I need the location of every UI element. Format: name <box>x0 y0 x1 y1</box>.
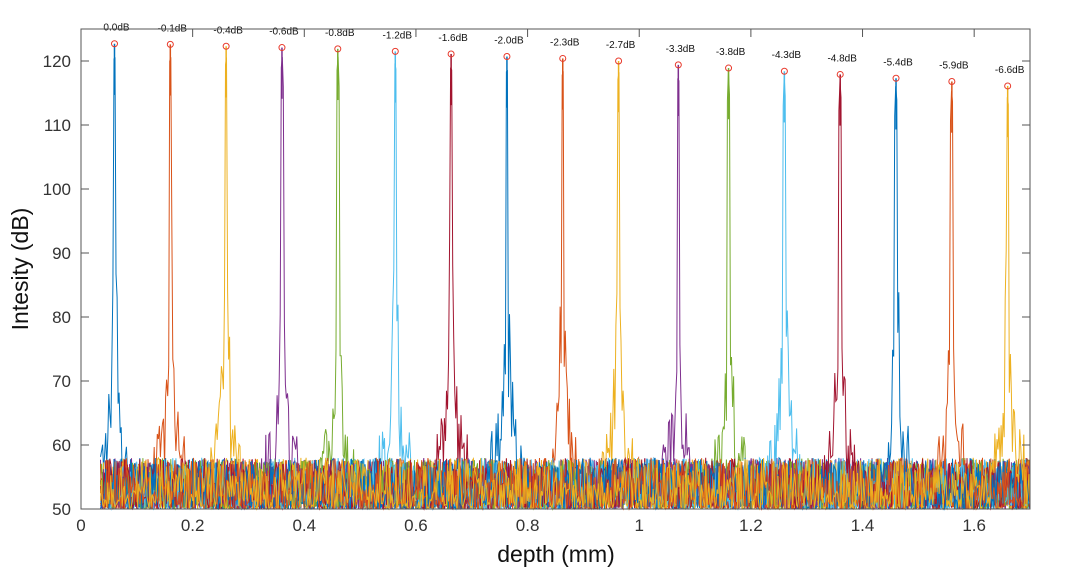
peak-marker <box>447 50 455 58</box>
peak-label: -3.8dB <box>716 47 746 58</box>
peak-label: -5.4dB <box>883 57 913 68</box>
x-tick-label: 0.6 <box>404 516 428 535</box>
y-tick-label: 70 <box>52 372 71 391</box>
peak-marker <box>391 47 399 55</box>
y-axis-label: Intesity (dB) <box>7 208 33 331</box>
x-tick-label: 1 <box>635 516 644 535</box>
y-axis: 50 60 70 80 90 100 110 120 <box>43 52 1030 519</box>
x-axis: 0 0.2 0.4 0.6 0.8 1 1.2 1.4 1.6 <box>76 29 986 535</box>
peak-marker <box>836 70 844 78</box>
series-trace <box>100 97 1031 511</box>
y-tick-label: 110 <box>44 116 71 135</box>
peak-label: -3.3dB <box>666 44 696 55</box>
peak-marker <box>615 57 623 65</box>
peak-marker <box>334 45 342 53</box>
y-tick-label: 120 <box>43 52 71 71</box>
peak-label: -2.7dB <box>606 40 636 51</box>
x-tick-label: 0.2 <box>181 516 205 535</box>
peak-label: -2.0dB <box>494 36 524 47</box>
peak-label: -1.6dB <box>438 33 468 44</box>
peak-label: -0.8dB <box>325 28 355 39</box>
peak-label: -0.6dB <box>269 27 299 38</box>
x-axis-label: depth (mm) <box>497 541 615 567</box>
peak-label: -4.3dB <box>772 50 802 61</box>
x-tick-label: 1.4 <box>851 516 875 535</box>
peak-marker <box>892 74 900 82</box>
peak-marker <box>948 77 956 85</box>
peak-marker <box>674 61 682 69</box>
peak-label: -2.3dB <box>550 37 580 48</box>
peak-label: 0.0dB <box>103 23 129 34</box>
y-tick-label: 100 <box>43 180 71 199</box>
peak-markers <box>110 40 1012 90</box>
peak-marker <box>166 40 174 48</box>
plot-frame <box>80 28 1031 510</box>
peak-marker <box>110 40 118 48</box>
peak-label: -5.9dB <box>939 60 969 71</box>
peak-marker <box>278 44 286 52</box>
x-tick-label: 0.8 <box>516 516 540 535</box>
peak-marker <box>725 64 733 72</box>
x-tick-label: 1.6 <box>962 516 986 535</box>
traces <box>100 43 1031 511</box>
peak-marker <box>780 67 788 75</box>
x-tick-label: 0 <box>76 516 85 535</box>
peak-marker <box>559 54 567 62</box>
peak-label: -6.6dB <box>995 65 1025 76</box>
x-tick-label: 1.2 <box>739 516 763 535</box>
peak-labels: 0.0dB -0.1dB -0.4dB -0.6dB -0.8dB -1.2dB -1.6d… <box>103 23 1024 76</box>
peak-label: -1.2dB <box>383 30 413 41</box>
peak-marker <box>503 53 511 61</box>
y-tick-label: 50 <box>52 500 71 519</box>
x-tick-label: 0.4 <box>292 516 316 535</box>
y-tick-label: 60 <box>52 436 71 455</box>
peak-label: -0.4dB <box>213 25 243 36</box>
peak-marker <box>222 42 230 50</box>
y-tick-label: 90 <box>52 244 71 263</box>
y-tick-label: 80 <box>52 308 71 327</box>
peak-marker <box>1004 82 1012 90</box>
peak-label: -4.8dB <box>827 53 857 64</box>
